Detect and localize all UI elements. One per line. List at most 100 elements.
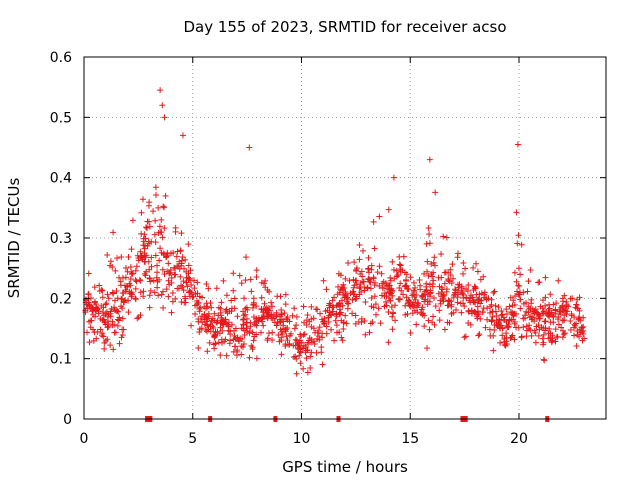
data-point	[238, 280, 245, 287]
data-point	[239, 308, 246, 315]
data-point	[300, 365, 307, 372]
data-point	[114, 322, 121, 329]
data-point	[535, 322, 542, 329]
data-point	[145, 238, 152, 245]
data-point	[505, 324, 512, 331]
data-point	[410, 287, 417, 294]
data-point	[552, 310, 559, 317]
data-point	[167, 266, 174, 273]
data-point	[473, 260, 480, 267]
data-point	[325, 318, 332, 325]
data-point	[86, 339, 93, 346]
data-point	[367, 320, 374, 327]
data-point	[303, 355, 310, 362]
data-point	[187, 267, 194, 274]
data-point	[511, 320, 518, 327]
data-point	[518, 241, 525, 248]
data-point	[124, 268, 131, 275]
data-point	[353, 281, 360, 288]
data-point	[574, 328, 581, 335]
data-point	[490, 347, 497, 354]
data-point	[311, 338, 318, 345]
data-point	[165, 293, 172, 300]
data-point	[322, 308, 329, 315]
data-point	[349, 296, 356, 303]
data-point	[542, 274, 549, 281]
data-point	[458, 283, 465, 290]
data-point	[495, 321, 502, 328]
data-point	[502, 342, 509, 349]
data-point	[377, 320, 384, 327]
data-point	[444, 302, 451, 309]
data-point	[137, 277, 144, 284]
data-point	[374, 269, 381, 276]
data-point	[514, 240, 521, 247]
data-point	[514, 141, 521, 148]
data-point	[154, 269, 161, 276]
data-point	[225, 319, 232, 326]
data-point	[111, 297, 118, 304]
data-point	[212, 331, 219, 338]
data-point	[577, 329, 584, 336]
data-point	[127, 282, 134, 289]
data-point	[282, 301, 289, 308]
data-point	[140, 293, 147, 300]
data-point	[297, 348, 304, 355]
data-point	[178, 282, 185, 289]
data-point	[477, 300, 484, 307]
data-point	[151, 231, 158, 238]
data-point	[349, 310, 356, 317]
data-point	[536, 315, 543, 322]
data-point	[231, 295, 238, 302]
data-point	[159, 102, 166, 109]
data-point	[125, 309, 132, 316]
data-point	[520, 300, 527, 307]
data-point	[573, 320, 580, 327]
data-point	[165, 260, 172, 267]
data-point	[92, 307, 99, 314]
data-point	[127, 276, 134, 283]
data-point	[385, 294, 392, 301]
data-point	[223, 352, 230, 359]
data-point	[110, 229, 117, 236]
data-point	[194, 279, 201, 286]
data-point	[107, 342, 114, 349]
data-point	[231, 343, 238, 350]
data-point	[541, 357, 548, 364]
data-point	[161, 114, 168, 121]
data-point	[140, 235, 147, 242]
data-point	[549, 337, 556, 344]
data-point	[561, 292, 568, 299]
data-point	[511, 310, 518, 317]
data-point	[175, 285, 182, 292]
data-point	[523, 333, 530, 340]
data-point	[122, 274, 129, 281]
data-point	[497, 339, 504, 346]
data-point	[499, 325, 506, 332]
data-point	[359, 247, 366, 254]
data-point	[423, 280, 430, 287]
data-point	[387, 274, 394, 281]
data-point	[506, 303, 513, 310]
data-point	[242, 311, 249, 318]
data-point	[417, 282, 424, 289]
data-point	[563, 302, 570, 309]
data-point	[265, 330, 272, 337]
data-point	[353, 295, 360, 302]
data-point	[329, 308, 336, 315]
data-point	[441, 280, 448, 287]
data-point	[436, 317, 443, 324]
data-point	[471, 283, 478, 290]
data-point	[382, 298, 389, 305]
data-point	[288, 330, 295, 337]
data-point	[531, 327, 538, 334]
data-point	[392, 317, 399, 324]
data-point	[103, 300, 110, 307]
data-point	[410, 279, 417, 286]
data-point	[320, 277, 327, 284]
data-point	[103, 309, 110, 316]
data-point	[310, 315, 317, 322]
data-point	[234, 313, 241, 320]
data-point	[257, 329, 264, 336]
data-point	[132, 296, 139, 303]
